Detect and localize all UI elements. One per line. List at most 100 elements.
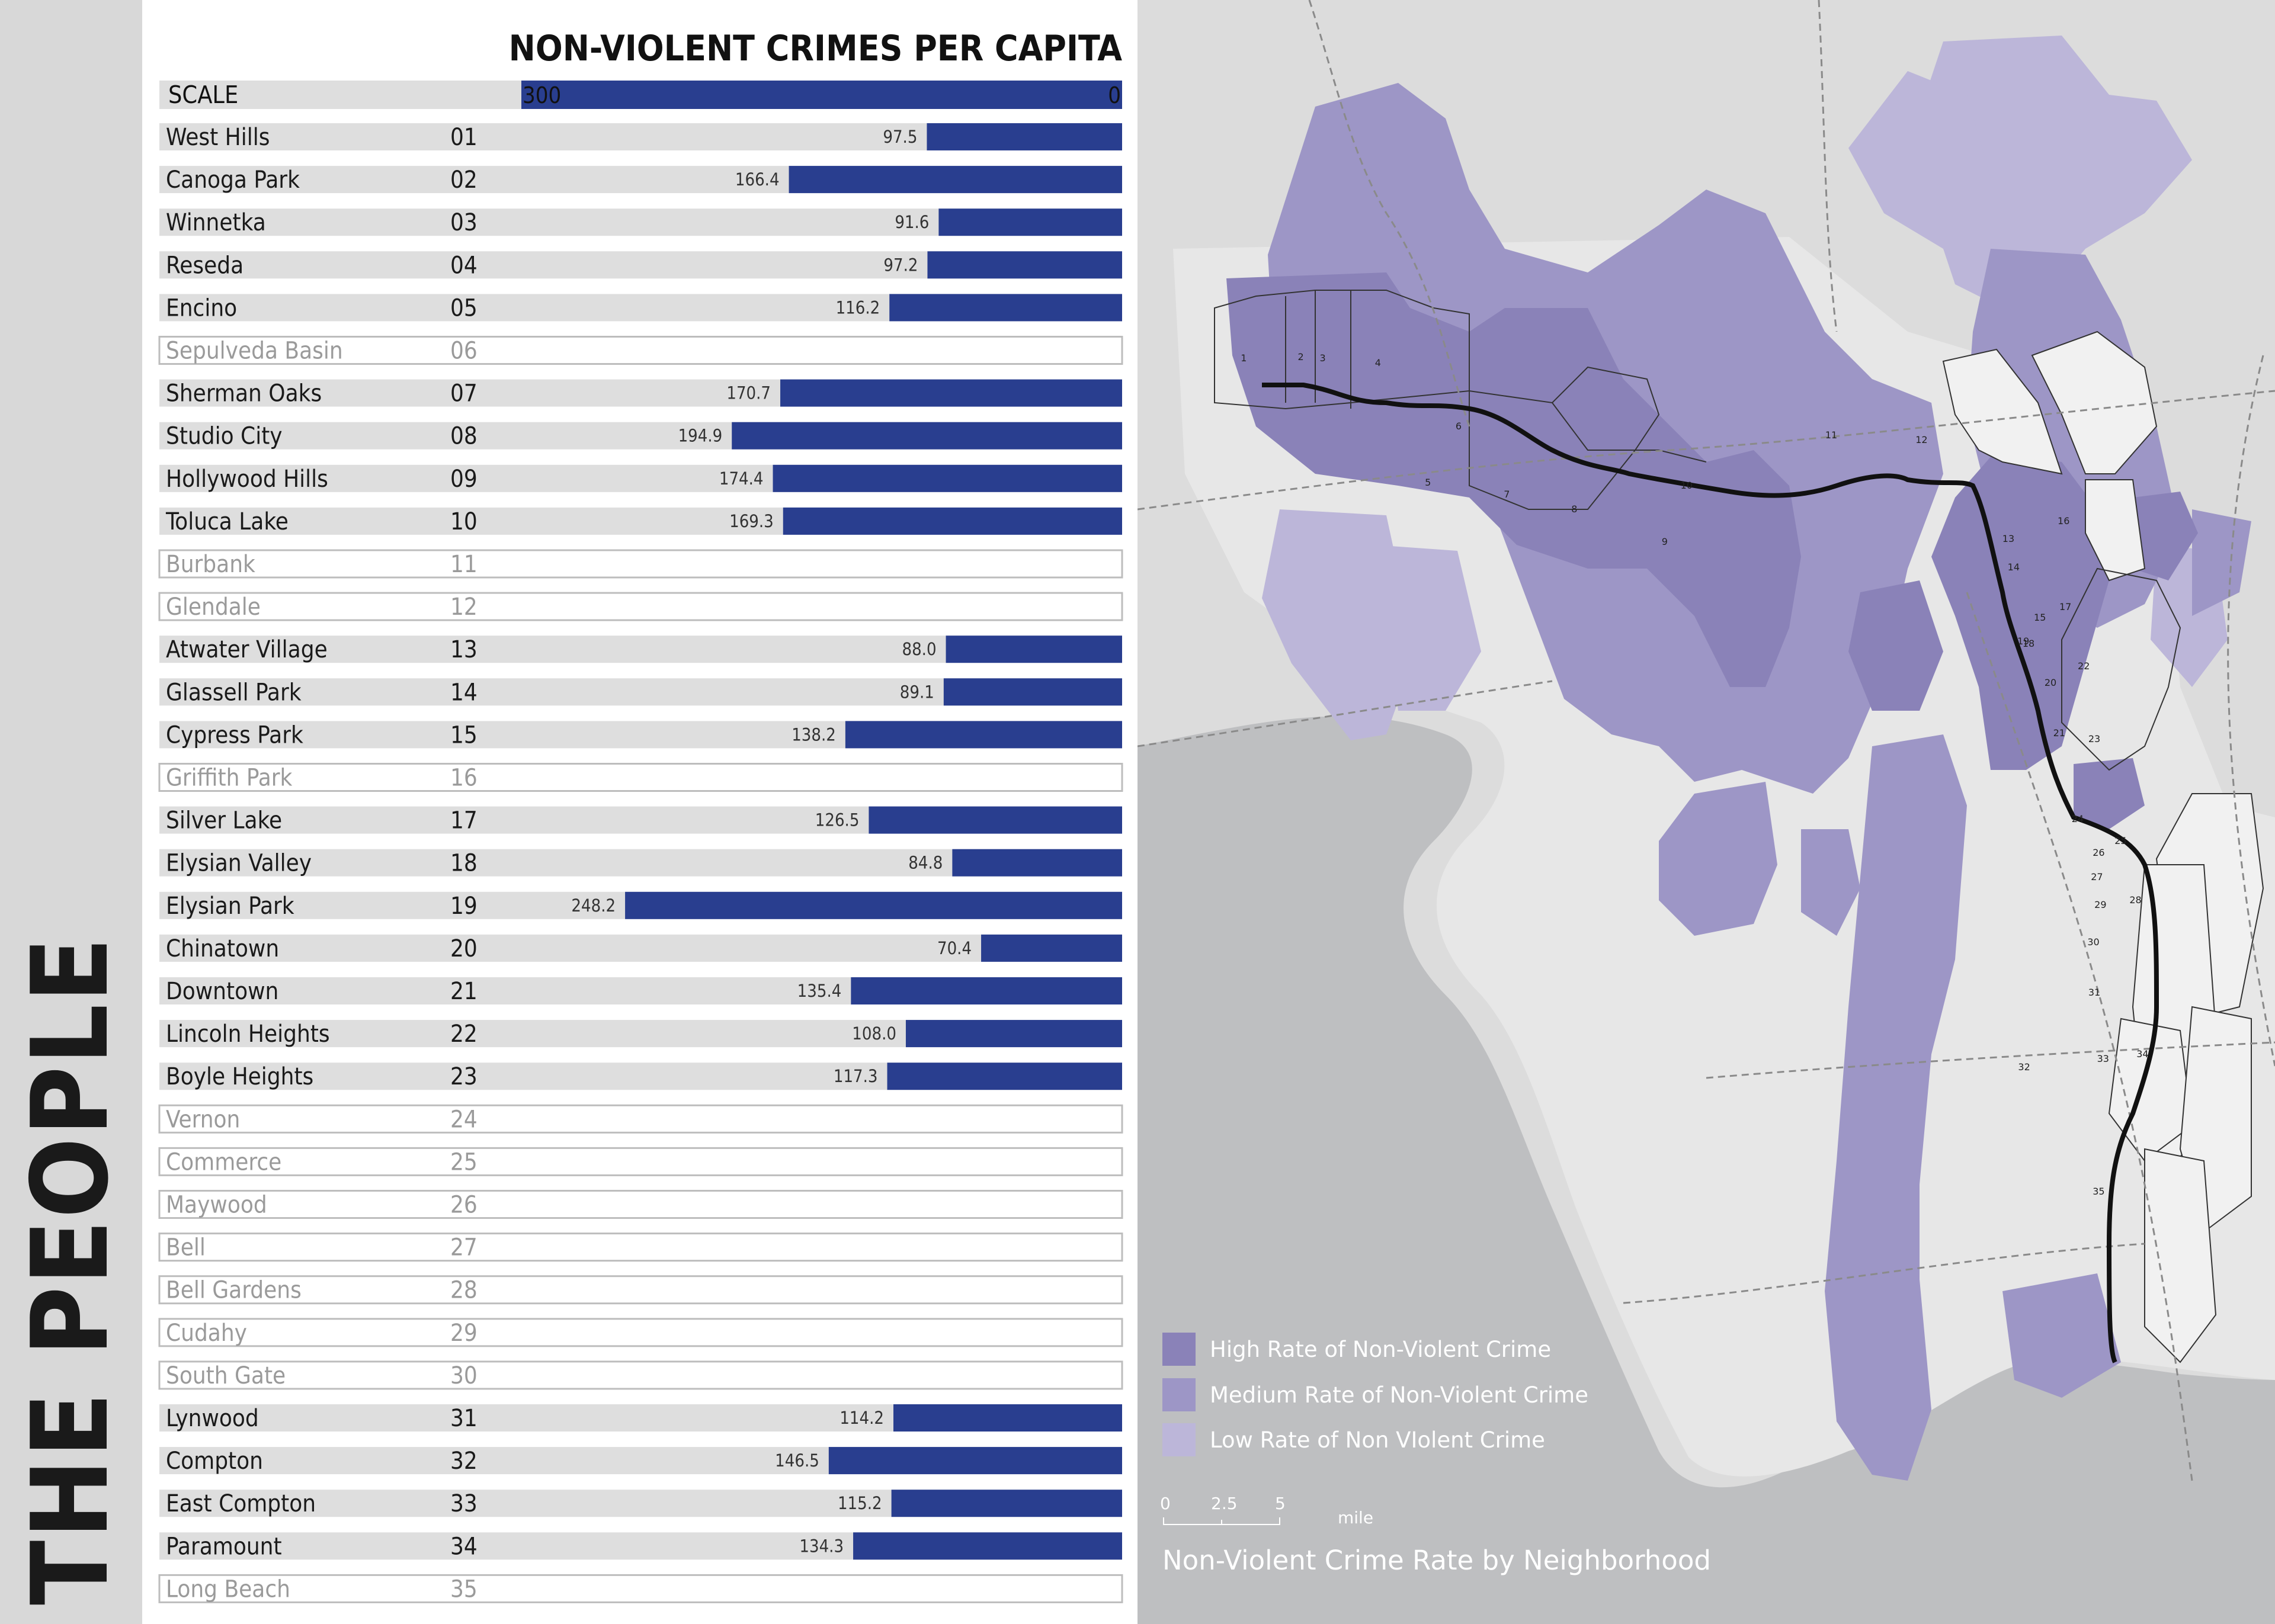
table-row: Glassell Park 14 89.1: [159, 678, 1122, 706]
map-number-label: 32: [2018, 1061, 2030, 1073]
scalebar-tick-2-5: 2.5: [1211, 1494, 1238, 1513]
neighborhood-name: Hollywood Hills: [166, 466, 328, 493]
table-row: South Gate 30: [158, 1360, 1123, 1390]
neighborhood-number: 15: [450, 721, 478, 749]
map-number-label: 10: [1681, 480, 1693, 491]
neighborhood-name: Winnetka: [166, 209, 266, 236]
map-number-label: 21: [2053, 727, 2065, 739]
neighborhood-number: 02: [450, 166, 478, 194]
neighborhood-name: Burbank: [166, 551, 255, 578]
neighborhood-name: Cudahy: [166, 1320, 247, 1347]
table-row: Cypress Park 15 138.2: [159, 721, 1122, 749]
neighborhood-name: West Hills: [166, 124, 270, 151]
neighborhood-number: 24: [450, 1106, 478, 1133]
neighborhood-number: 20: [450, 935, 478, 962]
neighborhood-name: Glassell Park: [166, 679, 302, 706]
table-row: Compton 32 146.5: [159, 1447, 1122, 1475]
neighborhood-name: Lynwood: [166, 1405, 259, 1432]
neighborhood-name: Griffith Park: [166, 765, 293, 792]
map-number-label: 24: [2072, 813, 2084, 824]
table-row: West Hills 01 97.5: [159, 123, 1122, 151]
neighborhood-number: 18: [450, 850, 478, 877]
table-row: Glendale 12: [158, 592, 1123, 621]
table-row: Reseda 04 97.2: [159, 251, 1122, 279]
legend-high-label: High Rate of Non-Violent Crime: [1210, 1336, 1552, 1362]
neighborhood-number: 05: [450, 294, 478, 322]
neighborhood-number: 12: [450, 593, 478, 621]
row-background: [158, 1574, 1123, 1603]
map-number-label: 2: [1298, 351, 1304, 362]
legend-low-swatch: [1162, 1423, 1196, 1456]
table-row: Sherman Oaks 07 170.7: [159, 379, 1122, 407]
map-number-label: 34: [2136, 1048, 2148, 1060]
table-row: Bell 27: [158, 1233, 1123, 1262]
neighborhood-name: Elysian Park: [166, 893, 294, 920]
bar: [853, 1532, 1122, 1560]
bar-value-label: 97.2: [883, 255, 918, 275]
bar: [789, 166, 1122, 194]
table-row: Winnetka 03 91.6: [159, 208, 1122, 236]
neighborhood-number: 33: [450, 1490, 478, 1517]
table-row: Studio City 08 194.9: [159, 422, 1122, 450]
neighborhood-name: Toluca Lake: [165, 508, 289, 535]
map-number-label: 23: [2088, 733, 2100, 744]
neighborhood-name: Boyle Heights: [166, 1063, 313, 1090]
transit-route: [1262, 383, 2159, 1363]
bar-value-label: 194.9: [678, 426, 723, 446]
table-row: Hollywood Hills 09 174.4: [159, 464, 1122, 493]
neighborhood-name: South Gate: [166, 1362, 286, 1389]
table-row: Silver Lake 17 126.5: [159, 806, 1122, 835]
scale-label: SCALE: [168, 81, 238, 109]
map-number-label: 27: [2091, 871, 2103, 882]
neighborhood-number: 14: [450, 679, 478, 706]
neighborhood-name: Vernon: [166, 1106, 240, 1133]
scalebar-unit: mile: [1338, 1508, 1374, 1527]
neighborhood-number: 08: [450, 423, 478, 450]
neighborhood-number: 30: [450, 1362, 478, 1389]
row-background: [158, 336, 1123, 365]
table-row: Sepulveda Basin 06: [158, 336, 1123, 365]
bar: [732, 422, 1122, 450]
map-number-label: 6: [1456, 421, 1462, 432]
map-number-label: 22: [2078, 660, 2090, 672]
scalebar-tick-5: 5: [1275, 1494, 1286, 1513]
neighborhood-name: Chinatown: [166, 935, 279, 962]
row-background: [158, 1318, 1123, 1347]
neighborhood-number: 32: [450, 1448, 478, 1475]
bar: [943, 678, 1122, 706]
map-number-label: 16: [2058, 515, 2069, 527]
map-number-label: 12: [1915, 434, 1927, 445]
bar: [625, 891, 1122, 919]
map-number-label: 35: [2093, 1186, 2104, 1197]
map-number-label: 8: [1571, 503, 1577, 515]
map-number-label: 28: [2129, 894, 2141, 906]
row-background: [158, 763, 1123, 792]
bar-value-label: 97.5: [883, 127, 917, 147]
neighborhood-number: 16: [450, 765, 478, 792]
neighborhood-number: 26: [450, 1192, 478, 1219]
map-number-label: 19: [2017, 636, 2029, 647]
row-background: [158, 1147, 1123, 1176]
table-row: Lincoln Heights 22 108.0: [159, 1020, 1122, 1048]
bar: [869, 806, 1122, 834]
scale-bar: [521, 81, 1122, 109]
bar: [773, 464, 1122, 492]
table-row: Griffith Park 16: [158, 763, 1123, 792]
map-number-label: 4: [1375, 357, 1381, 368]
neighborhood-number: 31: [450, 1405, 478, 1432]
bar-value-label: 91.6: [895, 212, 929, 232]
bar-value-label: 170.7: [726, 383, 771, 403]
map-number-label: 15: [2034, 612, 2046, 623]
table-row: Boyle Heights 23 117.3: [159, 1063, 1122, 1090]
map-number-label: 5: [1425, 477, 1431, 488]
scale-min-label: 0: [1108, 82, 1121, 108]
neighborhood-number: 21: [450, 978, 478, 1005]
bar-value-label: 115.2: [838, 1493, 882, 1513]
legend-high-swatch: [1162, 1333, 1196, 1366]
high-rate-regions: [1226, 272, 2198, 829]
bar-value-label: 70.4: [937, 938, 972, 958]
bar-value-label: 89.1: [900, 682, 934, 702]
table-row: Cudahy 29: [158, 1318, 1123, 1347]
